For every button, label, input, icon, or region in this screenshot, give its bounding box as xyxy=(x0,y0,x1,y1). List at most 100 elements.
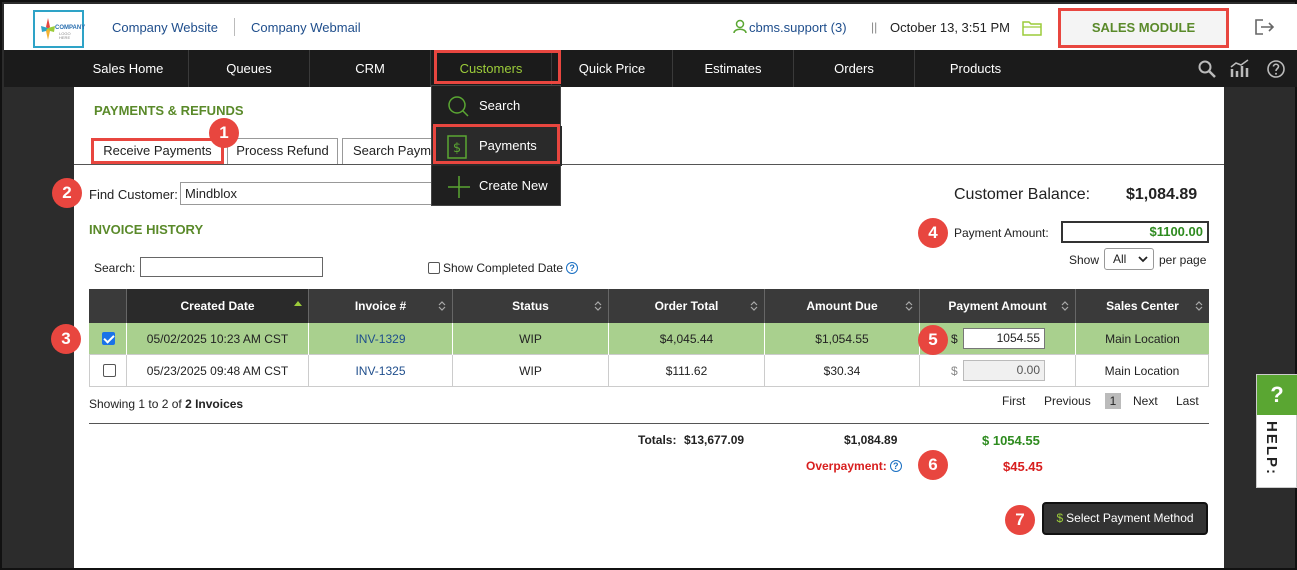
column-status[interactable]: Status xyxy=(453,289,609,323)
nav-estimates[interactable]: Estimates xyxy=(673,50,794,87)
nav-crm[interactable]: CRM xyxy=(310,50,431,87)
pager-current-page[interactable]: 1 xyxy=(1105,393,1121,409)
pager-last[interactable]: Last xyxy=(1176,394,1199,408)
folder-icon[interactable] xyxy=(1022,19,1042,36)
column-amount-due[interactable]: Amount Due xyxy=(765,289,920,323)
column-payment-amount[interactable]: Payment Amount xyxy=(920,289,1076,323)
currency-symbol: $ xyxy=(951,364,958,378)
column-created-date[interactable]: Created Date xyxy=(127,289,309,323)
help-label: HELP: xyxy=(1263,421,1280,476)
nav-customers[interactable]: Customers xyxy=(431,50,552,87)
menu-item-search[interactable]: Search xyxy=(432,86,562,126)
info-help-icon[interactable]: ? xyxy=(566,262,579,274)
sort-icon xyxy=(594,301,602,311)
status-cell: WIP xyxy=(453,355,609,387)
nav-quick-price[interactable]: Quick Price xyxy=(552,50,673,87)
created-date-cell: 05/02/2025 10:23 AM CST xyxy=(127,323,309,355)
page-size-select[interactable]: All xyxy=(1104,248,1154,270)
sales-center-cell: Main Location xyxy=(1104,364,1180,378)
menu-item-payments[interactable]: $ Payments xyxy=(432,126,562,166)
column-invoice-label: Invoice # xyxy=(354,299,407,313)
sales-module-button[interactable]: SALES MODULE xyxy=(1058,8,1229,48)
table-header: Created Date Invoice # Status Order Tota… xyxy=(89,289,1209,323)
help-question-icon: ? xyxy=(1257,375,1297,415)
show-completed-date: Show Completed Date? xyxy=(428,261,579,275)
step-marker-6: 6 xyxy=(918,450,948,480)
page-size-value: All xyxy=(1113,252,1127,266)
sort-icon xyxy=(905,301,913,311)
search-input[interactable] xyxy=(140,257,323,277)
help-circle-icon[interactable] xyxy=(1266,59,1286,79)
pager-previous[interactable]: Previous xyxy=(1044,394,1091,408)
show-completed-checkbox[interactable] xyxy=(428,262,440,274)
dollar-bill-icon: $ xyxy=(447,135,467,159)
pager-first[interactable]: First xyxy=(1002,394,1026,408)
help-tab[interactable]: ? HELP: xyxy=(1256,374,1297,488)
analytics-chart-icon[interactable] xyxy=(1230,59,1252,79)
current-datetime: October 13, 3:51 PM xyxy=(890,20,1010,35)
showing-count: 2 Invoices xyxy=(185,397,244,411)
info-help-icon[interactable]: ? xyxy=(889,460,902,472)
user-name: cbms.support (3) xyxy=(749,20,847,35)
sort-icon xyxy=(1195,301,1203,311)
menu-item-create-new[interactable]: Create New xyxy=(432,166,562,206)
row-payment-input[interactable]: 0.00 xyxy=(963,360,1045,381)
table-row[interactable]: 05/23/2025 09:48 AM CST INV-1325 WIP $11… xyxy=(89,355,1209,387)
totals-order-total: $13,677.09 xyxy=(684,433,745,447)
logo-text: COMPANY xyxy=(55,25,86,31)
nav-products[interactable]: Products xyxy=(949,61,1002,76)
company-website-link[interactable]: Company Website xyxy=(112,20,218,35)
tab-process-refund[interactable]: Process Refund xyxy=(227,138,338,164)
user-account[interactable]: cbms.support (3) xyxy=(733,19,847,35)
show-completed-label: Show Completed Date xyxy=(443,261,564,275)
find-customer-input[interactable]: Mindblox xyxy=(180,182,432,205)
menu-item-create-new-label: Create New xyxy=(479,178,548,193)
showing-prefix: Showing 1 to 2 of xyxy=(89,397,182,411)
step-marker-1: 1 xyxy=(209,118,239,148)
dollar-icon: $ xyxy=(1056,511,1064,525)
order-total-cell: $4,045.44 xyxy=(609,323,765,355)
tab-receive-payments[interactable]: Receive Payments xyxy=(91,138,224,164)
table-row[interactable]: 05/02/2025 10:23 AM CST INV-1329 WIP $4,… xyxy=(89,323,1209,355)
row-payment-input[interactable]: 1054.55 xyxy=(963,328,1045,349)
nav-sales-home[interactable]: Sales Home xyxy=(68,50,189,87)
payment-amount-input[interactable]: $1100.00 xyxy=(1061,221,1209,243)
column-order-total[interactable]: Order Total xyxy=(609,289,765,323)
step-marker-4: 4 xyxy=(918,218,948,248)
tab-search-payments[interactable]: Search Payme xyxy=(342,138,434,164)
amount-due-cell: $1,054.55 xyxy=(765,323,920,355)
pager-next[interactable]: Next xyxy=(1133,394,1158,408)
company-webmail-link[interactable]: Company Webmail xyxy=(251,20,361,35)
per-page-label: per page xyxy=(1159,253,1207,267)
row-select-cell xyxy=(90,355,127,387)
step-marker-5: 5 xyxy=(918,325,948,355)
logout-icon[interactable] xyxy=(1254,18,1276,36)
step-marker-7: 7 xyxy=(1005,505,1035,535)
company-logo[interactable]: COMPANY LOGO HERE xyxy=(33,10,86,48)
sort-icon xyxy=(438,301,446,311)
totals-amount-due: $1,084.89 xyxy=(844,433,898,447)
status-cell: WIP xyxy=(453,323,609,355)
overpayment-label-text: Overpayment: xyxy=(806,459,887,473)
payment-amount-cell: $ 1054.55 xyxy=(920,323,1076,355)
tab-divider xyxy=(74,164,1224,165)
nav-queues[interactable]: Queues xyxy=(189,50,310,87)
sort-icon xyxy=(1061,301,1069,311)
column-payment-amount-label: Payment Amount xyxy=(948,299,1047,313)
nav-orders[interactable]: Orders xyxy=(794,50,915,87)
menu-item-search-label: Search xyxy=(479,98,521,113)
sort-asc-icon xyxy=(294,301,302,306)
sort-icon xyxy=(750,301,758,311)
row-checkbox[interactable] xyxy=(103,364,116,377)
row-checkbox[interactable] xyxy=(102,332,115,345)
search-icon[interactable] xyxy=(1197,59,1217,79)
column-invoice[interactable]: Invoice # xyxy=(309,289,453,323)
column-sales-center[interactable]: Sales Center xyxy=(1076,289,1209,323)
totals-payment: $ 1054.55 xyxy=(982,433,1040,448)
invoice-link[interactable]: INV-1329 xyxy=(309,323,453,355)
currency-symbol: $ xyxy=(951,332,958,346)
select-payment-method-button[interactable]: $ Select Payment Method xyxy=(1042,502,1208,535)
column-sales-center-label: Sales Center xyxy=(1106,299,1179,313)
showing-summary: Showing 1 to 2 of 2 Invoices xyxy=(89,397,243,411)
invoice-link[interactable]: INV-1325 xyxy=(309,355,453,387)
